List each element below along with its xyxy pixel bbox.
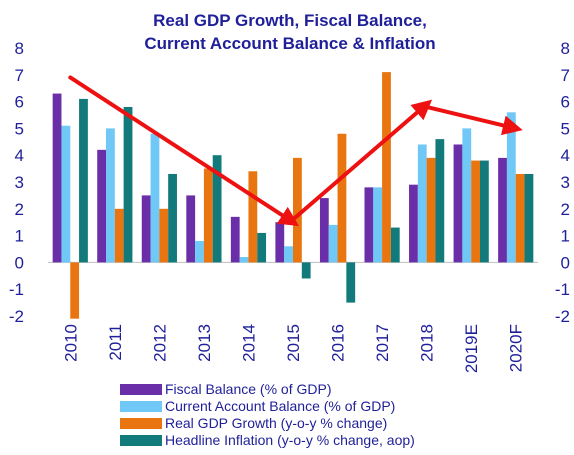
legend: Fiscal Balance (% of GDP)Current Account… bbox=[120, 381, 415, 448]
y-tick-label-left: -2 bbox=[9, 307, 24, 326]
bar-1-2011 bbox=[97, 150, 106, 263]
chart-title-line-2: Current Account Balance & Inflation bbox=[144, 34, 435, 53]
y-tick-label-left: 8 bbox=[15, 39, 24, 58]
bar-4-2012 bbox=[168, 174, 177, 262]
x-tick-label: 2020F bbox=[507, 324, 526, 372]
bar-2-2020F bbox=[507, 112, 516, 262]
legend-swatch bbox=[120, 435, 162, 446]
y-tick-label-left: 3 bbox=[15, 173, 24, 192]
bar-1-2012 bbox=[142, 195, 151, 262]
bar-2-2013 bbox=[195, 241, 204, 262]
bar-2-2015 bbox=[284, 246, 293, 262]
x-axis: 2010 2011 2012 2013 2014 2015 2016 2017 2018 2019… bbox=[61, 324, 525, 373]
x-tick-label: 2017 bbox=[373, 324, 392, 362]
y-tick-label-right: 0 bbox=[561, 253, 570, 272]
x-tick-label: 2015 bbox=[284, 324, 303, 362]
bar-4-2016 bbox=[346, 262, 355, 302]
bar-2-2016 bbox=[329, 225, 338, 263]
bar-3-2018 bbox=[427, 158, 436, 263]
y-axis-left: 8 7 6 5 4 3 2 1 0 -1 -2 bbox=[9, 39, 24, 326]
bar-1-2010 bbox=[53, 94, 62, 263]
y-tick-label-left: 2 bbox=[15, 200, 24, 219]
bar-4-2018 bbox=[435, 139, 444, 262]
bar-3-2019E bbox=[471, 161, 480, 263]
x-tick-label: 2012 bbox=[150, 324, 169, 362]
y-tick-label-right: 6 bbox=[561, 93, 570, 112]
bar-2-2012 bbox=[151, 134, 160, 263]
y-tick-label-right: -1 bbox=[555, 280, 570, 299]
bar-4-2020F bbox=[525, 174, 534, 262]
y-tick-label-right: 4 bbox=[561, 146, 570, 165]
bar-1-2018 bbox=[409, 185, 418, 263]
bar-3-2010 bbox=[70, 262, 79, 318]
bar-4-2017 bbox=[391, 228, 400, 263]
y-tick-label-right: 5 bbox=[561, 119, 570, 138]
bar-3-2011 bbox=[115, 209, 124, 263]
bar-4-2019E bbox=[480, 161, 489, 263]
bar-1-2015 bbox=[275, 222, 284, 262]
y-tick-label-right: 7 bbox=[561, 66, 570, 85]
x-tick-label: 2010 bbox=[61, 324, 80, 362]
bar-2-2010 bbox=[61, 126, 70, 263]
legend-swatch bbox=[120, 384, 162, 395]
bar-2-2019E bbox=[462, 128, 471, 262]
legend-label: Headline Inflation (y-o-y % change, aop) bbox=[165, 432, 415, 448]
x-tick-label: 2011 bbox=[106, 324, 125, 361]
y-tick-label-right: 2 bbox=[561, 200, 570, 219]
bar-2-2011 bbox=[106, 128, 115, 262]
bar-4-2014 bbox=[257, 233, 266, 262]
y-tick-label-right: -2 bbox=[555, 307, 570, 326]
chart-title: Real GDP Growth, Fiscal Balance, Current… bbox=[144, 11, 435, 53]
bar-3-2014 bbox=[248, 171, 257, 262]
chart-title-line-1: Real GDP Growth, Fiscal Balance, bbox=[153, 11, 427, 30]
bar-2-2018 bbox=[418, 144, 427, 262]
bar-3-2012 bbox=[159, 209, 168, 263]
y-tick-label-right: 3 bbox=[561, 173, 570, 192]
x-tick-label: 2016 bbox=[329, 324, 348, 362]
y-tick-label-left: 5 bbox=[15, 119, 24, 138]
y-tick-label-left: 6 bbox=[15, 93, 24, 112]
bars-group bbox=[53, 72, 534, 319]
bar-3-2017 bbox=[382, 72, 391, 262]
legend-label: Current Account Balance (% of GDP) bbox=[165, 398, 395, 414]
trend-arrow-3 bbox=[427, 107, 516, 128]
y-tick-label-left: 4 bbox=[15, 146, 24, 165]
bar-1-2017 bbox=[364, 187, 373, 262]
y-tick-label-right: 8 bbox=[561, 39, 570, 58]
bar-1-2016 bbox=[320, 198, 329, 262]
x-tick-label: 2014 bbox=[239, 324, 258, 362]
bar-3-2020F bbox=[516, 174, 525, 262]
bar-4-2010 bbox=[79, 99, 88, 262]
bar-2-2014 bbox=[240, 257, 249, 262]
bar-3-2016 bbox=[338, 134, 347, 263]
bar-1-2013 bbox=[186, 195, 195, 262]
bar-1-2014 bbox=[231, 217, 240, 263]
trend-arrow-2 bbox=[293, 104, 427, 219]
bar-3-2013 bbox=[204, 169, 213, 263]
y-tick-label-left: 7 bbox=[15, 66, 24, 85]
legend-swatch bbox=[120, 401, 162, 412]
bar-3-2015 bbox=[293, 158, 302, 263]
y-axis-right: 8 7 6 5 4 3 2 1 0 -1 -2 bbox=[555, 39, 570, 326]
x-tick-label: 2018 bbox=[418, 324, 437, 362]
legend-swatch bbox=[120, 418, 162, 429]
y-tick-label-left: 1 bbox=[15, 227, 24, 246]
bar-1-2020F bbox=[498, 158, 507, 263]
y-tick-label-left: -1 bbox=[9, 280, 24, 299]
bar-1-2019E bbox=[454, 144, 463, 262]
y-tick-label-left: 0 bbox=[15, 253, 24, 272]
y-tick-label-right: 1 bbox=[561, 227, 570, 246]
legend-label: Real GDP Growth (y-o-y % change) bbox=[165, 415, 387, 431]
x-tick-label: 2019E bbox=[462, 324, 481, 373]
x-tick-label: 2013 bbox=[195, 324, 214, 362]
bar-4-2015 bbox=[302, 262, 311, 278]
legend-label: Fiscal Balance (% of GDP) bbox=[165, 381, 332, 397]
bar-4-2011 bbox=[124, 107, 133, 262]
bar-2-2017 bbox=[373, 187, 382, 262]
